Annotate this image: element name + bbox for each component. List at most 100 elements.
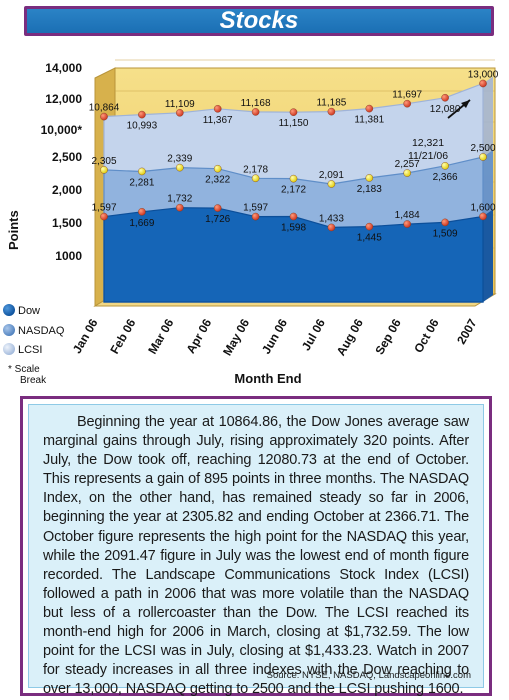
data-point [403, 99, 412, 108]
data-label: 1,509 [433, 228, 458, 239]
data-point [289, 108, 298, 116]
data-label: 11,150 [279, 118, 309, 129]
data-label: 2,183 [357, 184, 382, 195]
data-point [175, 163, 184, 172]
data-point [213, 105, 222, 113]
legend-label-nasdaq: NASDAQ [18, 325, 65, 337]
legend-swatch-lcsi [3, 343, 15, 355]
series-areas [103, 76, 493, 303]
data-label: 11,367 [203, 115, 233, 126]
title-bar: Stocks [24, 6, 494, 36]
x-tick-label: Sep 06 [372, 316, 404, 357]
data-point [138, 167, 146, 176]
data-label: 11,168 [241, 98, 271, 109]
y-axis-ticks: 1000 1,500 2,000 2,500 10,000* 12,000 14,000 [41, 61, 83, 263]
data-label: 1,597 [243, 203, 268, 214]
x-tick-label: Apr 06 [183, 316, 214, 356]
area-lcsi-side [483, 209, 493, 302]
data-label: 1,433 [319, 213, 344, 224]
annotation-value: 12,321 [412, 137, 444, 149]
data-point [441, 93, 449, 102]
data-point [479, 153, 487, 161]
y-tick-label: 2,500 [52, 150, 82, 164]
data-point [175, 109, 184, 117]
data-point [175, 203, 184, 212]
legend-item-nasdaq: NASDAQ [3, 324, 65, 337]
series-markers [100, 79, 487, 232]
data-point [251, 212, 260, 221]
x-tick-label: Jul 06 [299, 316, 328, 353]
data-point [100, 212, 108, 221]
data-label: 1,597 [91, 203, 116, 214]
area-lcsi [103, 207, 484, 303]
data-label: 1,484 [395, 210, 420, 221]
description-panel: Beginning the year at 10864.86, the Dow … [20, 396, 492, 697]
data-label: 2,500 [470, 143, 495, 154]
y-tick-label: 14,000 [45, 61, 82, 75]
data-point [479, 79, 487, 88]
data-label: 11,381 [354, 115, 384, 126]
data-label: 2,257 [395, 159, 420, 170]
x-axis-label: Month End [234, 371, 301, 386]
data-point [213, 204, 222, 212]
y-tick-label: 1,500 [52, 216, 82, 230]
source-note: Source: NYSE, NASDAQ, Landscapeonline.co… [266, 670, 471, 681]
data-label: 1,445 [357, 233, 382, 244]
x-tick-label: 2007 [454, 316, 480, 346]
data-label: 1,726 [205, 214, 230, 225]
data-point [327, 107, 336, 116]
data-point [138, 110, 146, 119]
data-label: 11,185 [316, 98, 346, 109]
data-point [327, 223, 336, 232]
data-point [251, 108, 260, 116]
data-label: 1,732 [167, 194, 192, 205]
data-point [289, 212, 298, 221]
data-label: 11,109 [165, 99, 195, 110]
y-axis-label: Points [6, 210, 21, 250]
description-text: Beginning the year at 10864.86, the Dow … [43, 414, 469, 698]
data-point [251, 174, 260, 183]
data-label: 11,697 [392, 90, 422, 101]
y-tick-label: 10,000* [41, 123, 83, 137]
data-point [441, 218, 449, 227]
x-tick-label: Mar 06 [145, 316, 176, 356]
legend-label-lcsi: LCSI [18, 344, 42, 356]
legend-swatch-nasdaq [3, 324, 15, 336]
data-point [441, 162, 449, 170]
x-tick-label: Jun 06 [259, 316, 290, 356]
legend-item-dow: Dow [3, 304, 40, 317]
data-label: 2,305 [91, 156, 116, 167]
y-tick-label: 12,000 [45, 92, 82, 106]
data-point [213, 164, 222, 173]
dow-high-annotation: 12,321 11/21/06 [408, 99, 471, 162]
x-tick-label: Aug 06 [334, 316, 366, 358]
data-label: 2,178 [243, 164, 268, 175]
stock-chart: 10,864 10,993 11,109 11,367 11,168 11,150 11,1… [3, 59, 499, 386]
data-point [138, 208, 146, 216]
data-label: 2,339 [167, 154, 192, 165]
chart-title: Stocks [219, 7, 299, 34]
data-point [365, 104, 374, 113]
description-inner: Beginning the year at 10864.86, the Dow … [28, 404, 484, 697]
data-point [365, 222, 374, 231]
x-tick-label: Jan 06 [70, 316, 101, 356]
y-tick-label: 1000 [55, 249, 82, 263]
x-axis-ticks: Jan 06 Feb 06 Mar 06 Apr 06 May 06 Jun 06 Jul … [70, 316, 480, 358]
data-label: 13,000 [468, 70, 499, 81]
data-label: 2,091 [319, 170, 344, 181]
data-label: 10,993 [127, 121, 158, 132]
data-point [403, 220, 412, 228]
legend-swatch-dow [3, 304, 15, 316]
x-tick-label: May 06 [220, 316, 252, 358]
data-point [327, 180, 336, 188]
data-point [100, 112, 108, 121]
data-label: 1,669 [129, 218, 154, 229]
x-tick-label: Oct 06 [411, 316, 442, 355]
y-tick-label: 2,000 [52, 183, 82, 197]
point-labels: 10,864 10,993 11,109 11,367 11,168 11,150 11,1… [89, 70, 499, 244]
data-point [365, 174, 374, 182]
data-label: 12,080 [430, 104, 461, 115]
data-point [403, 169, 412, 177]
data-label: 1,600 [470, 202, 495, 213]
annotation-date: 11/21/06 [408, 150, 448, 162]
